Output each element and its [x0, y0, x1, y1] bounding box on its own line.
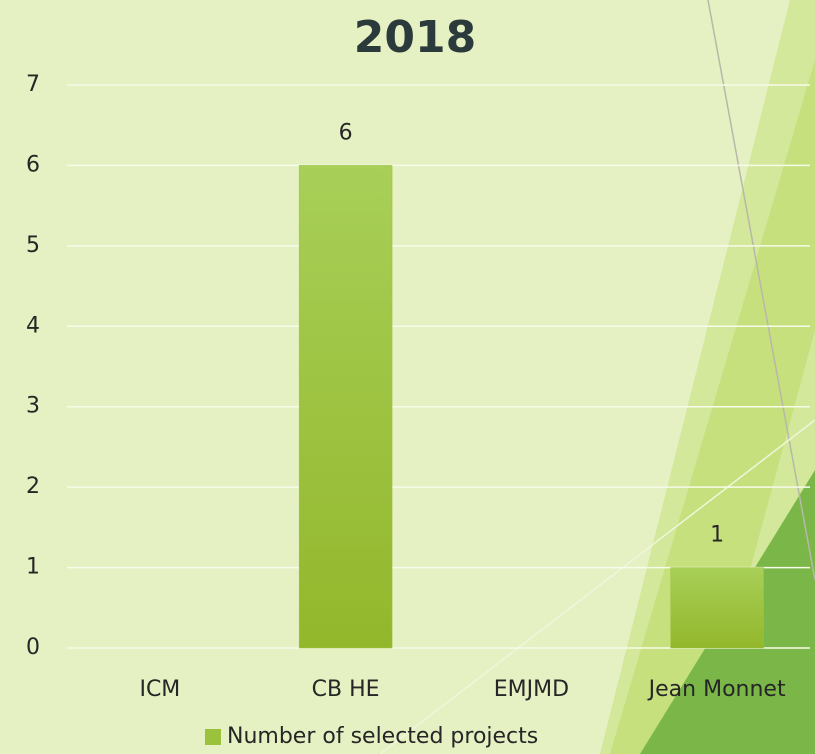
decor-line — [707, 0, 815, 581]
y-tick-label: 3 — [26, 394, 40, 419]
x-tick-label: EMJMD — [494, 677, 569, 702]
legend-marker — [205, 729, 221, 745]
y-tick-label: 4 — [26, 313, 40, 338]
x-tick-label: ICM — [139, 677, 180, 702]
bar — [670, 567, 764, 649]
y-tick-label: 2 — [26, 474, 40, 499]
chart-title: 2018 — [354, 12, 476, 63]
y-tick-label: 7 — [26, 72, 40, 97]
bar — [298, 165, 393, 649]
y-tick-label: 1 — [26, 555, 40, 580]
data-label: 6 — [339, 120, 353, 145]
legend-label: Number of selected projects — [227, 724, 538, 749]
data-label: 1 — [710, 523, 724, 548]
decor-line — [379, 419, 815, 754]
x-tick-label: CB HE — [312, 677, 380, 702]
y-tick-label: 0 — [26, 635, 40, 660]
y-tick-label: 6 — [26, 152, 40, 177]
y-tick-label: 5 — [26, 233, 40, 258]
x-tick-label: Jean Monnet — [647, 677, 786, 702]
